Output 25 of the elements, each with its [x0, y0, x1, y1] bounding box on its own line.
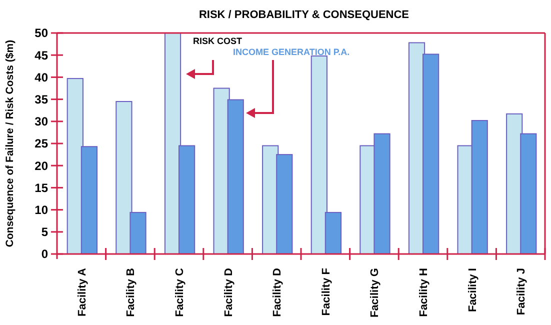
y-tick-label: 5	[41, 225, 48, 240]
x-tick-label: Facility D	[222, 268, 235, 317]
y-tick-label: 0	[41, 247, 48, 262]
x-tick-label: Facility G	[369, 268, 382, 318]
y-tick-label: 45	[34, 48, 48, 62]
chart-title: RISK / PROBABILITY & CONSEQUENCE	[198, 9, 410, 21]
text: INCOME GENERATION P.A.	[233, 47, 350, 57]
y-tick-label: 20	[34, 158, 48, 173]
x-tick-label: Facility I	[466, 268, 479, 312]
x-tick-label: Facility A	[76, 268, 88, 316]
y-tick-label: 30	[34, 114, 48, 129]
y-tick-label: 40	[34, 70, 48, 84]
x-tick-label: Facility J	[516, 268, 528, 316]
x-tick-label: Facility D	[272, 268, 284, 317]
series-label: RISK COST	[193, 36, 243, 46]
y-axis-title: Consequence of Failure / Risk Costs ($m)	[4, 40, 16, 248]
x-tick-label: Facility H	[418, 268, 430, 317]
y-tick-label: 50	[34, 26, 48, 40]
y-tick-label: 10	[34, 203, 48, 217]
x-tick-label: Facility B	[125, 268, 138, 317]
y-tick-label: 35	[34, 92, 48, 106]
y-tick-label: 15	[34, 180, 48, 195]
x-tick-label: Facility C	[174, 268, 186, 317]
x-tick-label: Facility F	[320, 268, 332, 316]
y-tick-label: 25	[34, 136, 48, 151]
